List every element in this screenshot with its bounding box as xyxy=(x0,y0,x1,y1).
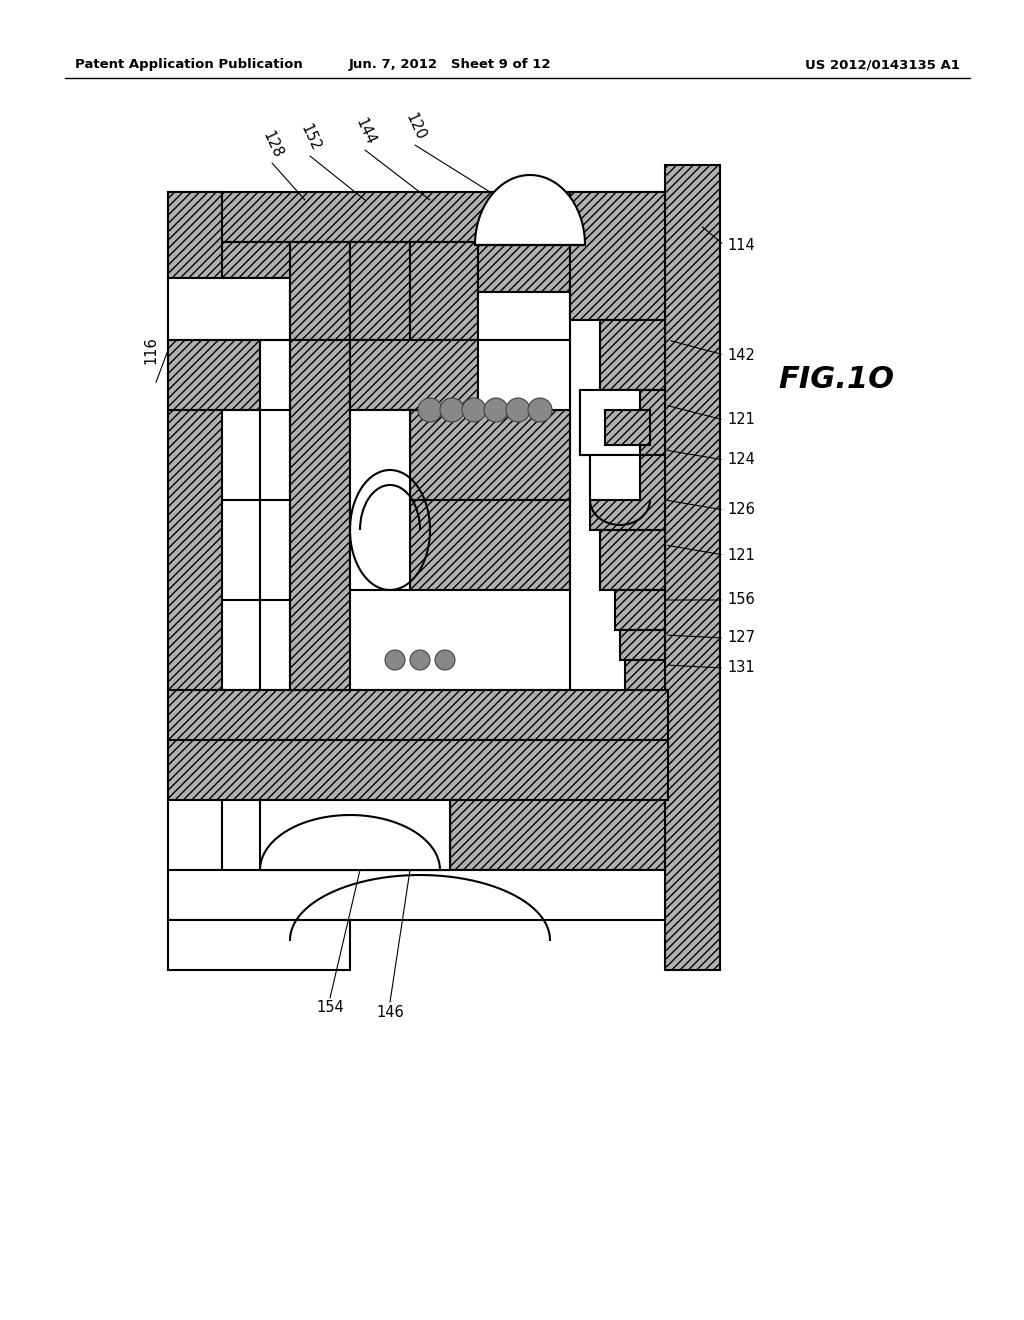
Text: FIG.1O: FIG.1O xyxy=(778,366,894,395)
Text: 127: 127 xyxy=(727,631,755,645)
Circle shape xyxy=(385,649,406,671)
Polygon shape xyxy=(168,870,665,920)
Polygon shape xyxy=(168,690,668,741)
Polygon shape xyxy=(410,500,570,590)
Text: 121: 121 xyxy=(727,412,755,428)
Text: 121: 121 xyxy=(727,548,755,562)
Text: 131: 131 xyxy=(727,660,755,676)
Polygon shape xyxy=(168,242,430,279)
Text: 120: 120 xyxy=(402,111,428,143)
Polygon shape xyxy=(290,341,350,690)
Polygon shape xyxy=(410,411,570,500)
Polygon shape xyxy=(290,242,350,341)
Polygon shape xyxy=(665,165,720,970)
Polygon shape xyxy=(168,780,222,870)
Text: Jun. 7, 2012   Sheet 9 of 12: Jun. 7, 2012 Sheet 9 of 12 xyxy=(349,58,551,71)
Text: 152: 152 xyxy=(297,123,323,154)
Text: Patent Application Publication: Patent Application Publication xyxy=(75,58,303,71)
Polygon shape xyxy=(620,630,665,660)
Polygon shape xyxy=(570,191,665,319)
Polygon shape xyxy=(450,741,665,870)
Polygon shape xyxy=(168,279,290,341)
Text: 142: 142 xyxy=(727,347,755,363)
Polygon shape xyxy=(168,920,350,970)
Polygon shape xyxy=(580,389,665,455)
Polygon shape xyxy=(260,800,450,870)
Polygon shape xyxy=(600,531,665,590)
Circle shape xyxy=(418,399,442,422)
Polygon shape xyxy=(168,191,700,242)
Text: 124: 124 xyxy=(727,453,755,467)
Text: 126: 126 xyxy=(727,503,755,517)
Polygon shape xyxy=(590,455,640,500)
Text: US 2012/0143135 A1: US 2012/0143135 A1 xyxy=(805,58,961,71)
Polygon shape xyxy=(260,814,440,870)
Circle shape xyxy=(440,399,464,422)
Circle shape xyxy=(528,399,552,422)
Circle shape xyxy=(435,649,455,671)
Text: 116: 116 xyxy=(143,337,158,364)
Polygon shape xyxy=(625,660,665,710)
Polygon shape xyxy=(410,242,478,341)
Polygon shape xyxy=(168,341,260,411)
Polygon shape xyxy=(478,292,570,341)
Circle shape xyxy=(484,399,508,422)
Polygon shape xyxy=(350,411,410,590)
Polygon shape xyxy=(290,341,570,690)
Polygon shape xyxy=(168,191,222,780)
Text: 114: 114 xyxy=(727,238,755,252)
Polygon shape xyxy=(478,242,570,292)
Circle shape xyxy=(506,399,530,422)
Text: 144: 144 xyxy=(352,116,378,148)
Text: 146: 146 xyxy=(376,1005,403,1020)
Polygon shape xyxy=(590,455,665,531)
Polygon shape xyxy=(600,319,665,389)
Polygon shape xyxy=(350,341,478,411)
Polygon shape xyxy=(168,741,668,800)
Polygon shape xyxy=(605,411,650,445)
Polygon shape xyxy=(475,176,585,246)
Polygon shape xyxy=(615,590,665,630)
Text: 156: 156 xyxy=(727,593,755,607)
Text: 128: 128 xyxy=(259,129,285,161)
Polygon shape xyxy=(350,242,410,341)
Circle shape xyxy=(462,399,486,422)
Polygon shape xyxy=(580,389,640,455)
Circle shape xyxy=(410,649,430,671)
Text: 154: 154 xyxy=(316,1001,344,1015)
